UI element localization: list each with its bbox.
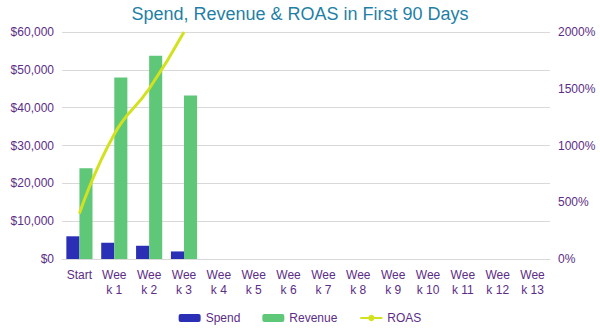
svg-text:k 7: k 7 xyxy=(315,283,331,297)
svg-text:$10,000: $10,000 xyxy=(11,214,55,228)
svg-text:Wee: Wee xyxy=(485,268,510,282)
svg-text:Spend, Revenue & ROAS in First: Spend, Revenue & ROAS in First 90 Days xyxy=(131,4,468,24)
svg-text:Spend: Spend xyxy=(206,311,241,325)
svg-text:k 8: k 8 xyxy=(350,283,366,297)
svg-text:Wee: Wee xyxy=(520,268,545,282)
svg-text:$50,000: $50,000 xyxy=(11,63,55,77)
svg-text:k 1: k 1 xyxy=(106,283,122,297)
svg-text:$40,000: $40,000 xyxy=(11,101,55,115)
svg-text:Wee: Wee xyxy=(207,268,232,282)
svg-text:$20,000: $20,000 xyxy=(11,176,55,190)
svg-text:Wee: Wee xyxy=(381,268,406,282)
svg-text:Wee: Wee xyxy=(346,268,371,282)
svg-text:k 13: k 13 xyxy=(521,283,544,297)
svg-text:Wee: Wee xyxy=(241,268,266,282)
svg-text:1500%: 1500% xyxy=(558,82,596,96)
svg-text:Start: Start xyxy=(67,268,93,282)
svg-text:k 2: k 2 xyxy=(141,283,157,297)
svg-text:k 5: k 5 xyxy=(246,283,262,297)
svg-text:0%: 0% xyxy=(558,252,576,266)
svg-text:Wee: Wee xyxy=(451,268,476,282)
svg-text:k 10: k 10 xyxy=(417,283,440,297)
svg-text:$30,000: $30,000 xyxy=(11,139,55,153)
svg-text:ROAS: ROAS xyxy=(387,311,421,325)
svg-text:Wee: Wee xyxy=(311,268,336,282)
svg-text:k 4: k 4 xyxy=(211,283,227,297)
svg-text:Wee: Wee xyxy=(172,268,197,282)
svg-text:Revenue: Revenue xyxy=(289,311,337,325)
svg-text:Wee: Wee xyxy=(416,268,441,282)
svg-text:Wee: Wee xyxy=(137,268,162,282)
svg-text:k 9: k 9 xyxy=(385,283,401,297)
svg-text:Wee: Wee xyxy=(102,268,127,282)
svg-text:k 12: k 12 xyxy=(486,283,509,297)
svg-text:$60,000: $60,000 xyxy=(11,25,55,39)
svg-text:$0: $0 xyxy=(41,252,55,266)
svg-text:2000%: 2000% xyxy=(558,25,596,39)
svg-text:k 3: k 3 xyxy=(176,283,192,297)
svg-text:1000%: 1000% xyxy=(558,139,596,153)
svg-text:k 6: k 6 xyxy=(281,283,297,297)
svg-text:k 11: k 11 xyxy=(452,283,474,297)
svg-text:500%: 500% xyxy=(558,195,589,209)
svg-text:Wee: Wee xyxy=(276,268,301,282)
